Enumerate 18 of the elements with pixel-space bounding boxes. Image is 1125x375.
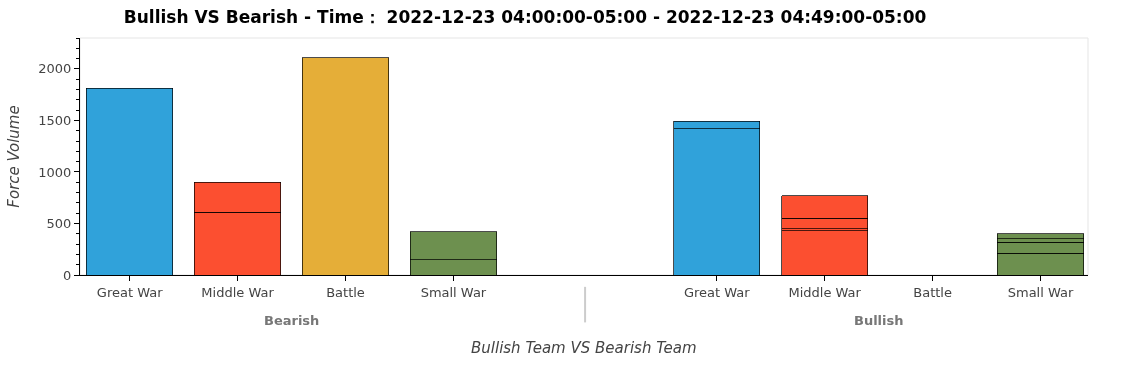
y-axis-title: Force Volume — [4, 105, 23, 208]
x-tick-label: Small War — [1007, 284, 1074, 300]
y-tick-label: 1500 — [38, 112, 72, 128]
x-tick-label: Great War — [683, 284, 751, 300]
y-tick-label: 500 — [46, 216, 72, 232]
x-tick-label: Middle War — [788, 284, 862, 300]
y-tick-label: 2000 — [38, 61, 72, 77]
y-tick-label: 1000 — [38, 164, 72, 180]
x-axis-title: Bullish Team VS Bearish Team — [471, 339, 697, 357]
x-tick-label: Battle — [913, 284, 952, 300]
x-tick-label: Middle War — [201, 284, 275, 300]
text: Bearish — [264, 313, 320, 328]
text: Bullish — [854, 313, 904, 328]
x-tick-label: Great War — [96, 284, 164, 300]
x-tick-label: Small War — [420, 284, 487, 300]
x-tick-label: Battle — [326, 284, 365, 300]
chart-title: Bullish VS Bearish - Time： 2022-12-23 04:00:00-05:00 - 2022-12-23 04:49:00-05:00 — [123, 7, 927, 28]
y-tick-label: 0 — [63, 267, 72, 283]
